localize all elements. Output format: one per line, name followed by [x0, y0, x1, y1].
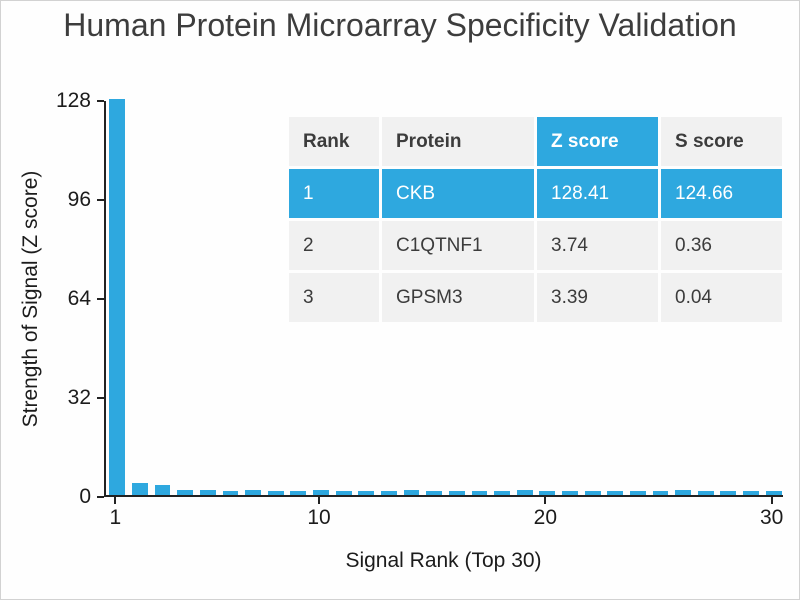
y-tick-label-0: 0 — [79, 485, 91, 508]
table-row-2-protein: C1QTNF1 — [382, 221, 534, 270]
bar-rank-3 — [154, 484, 171, 495]
bar-rank-15 — [426, 490, 443, 495]
bar-rank-16 — [448, 490, 465, 495]
y-tick-mark-96 — [97, 199, 104, 201]
table-header-rank: Rank — [289, 117, 379, 166]
chart-title: Human Protein Microarray Specificity Val… — [63, 7, 737, 43]
table-row-3-zscore: 3.39 — [537, 273, 658, 322]
inset-table: Rank Protein Z score S score 1 CKB 128.4… — [289, 117, 782, 322]
bar-rank-21 — [562, 490, 578, 495]
bar-rank-30 — [765, 491, 782, 495]
bar-rank-14 — [403, 490, 420, 495]
bar-rank-27 — [697, 491, 714, 495]
table-header-protein: Protein — [382, 117, 534, 166]
bar-rank-18 — [494, 490, 510, 495]
x-tick-label-20: 20 — [533, 506, 558, 529]
bar-rank-8 — [267, 490, 284, 495]
x-tick-label-10: 10 — [307, 506, 331, 529]
bar-rank-9 — [290, 490, 307, 495]
x-tick-mark-1 — [114, 497, 117, 504]
table-header-zscore: Z score — [537, 117, 658, 166]
bar-rank-6 — [222, 490, 239, 495]
bar-rank-17 — [471, 491, 488, 495]
table-row-1-zscore: 128.41 — [537, 169, 658, 218]
y-tick-mark-64 — [97, 298, 104, 300]
y-tick-label-96: 96 — [67, 188, 91, 211]
bar-rank-28 — [720, 490, 737, 495]
table-row-2-sscore: 0.36 — [661, 221, 782, 270]
table-row-3-sscore: 0.04 — [661, 273, 782, 322]
x-tick-mark-30 — [770, 497, 773, 504]
bar-rank-22 — [584, 490, 601, 495]
table-row-1-sscore: 124.66 — [661, 169, 782, 218]
plot-area: Rank Protein Z score S score 1 CKB 128.4… — [104, 99, 783, 497]
bar-rank-11 — [335, 490, 352, 495]
bar-rank-19 — [516, 490, 533, 495]
bar-rank-10 — [313, 490, 329, 495]
bar-rank-4 — [177, 490, 194, 495]
x-tick-mark-20 — [544, 497, 547, 504]
table-row-3-rank: 3 — [289, 273, 379, 322]
bar-rank-29 — [743, 490, 759, 495]
x-axis-label: Signal Rank (Top 30) — [345, 549, 542, 572]
table-row-3-protein: GPSM3 — [382, 273, 534, 322]
y-tick-mark-128 — [97, 100, 104, 102]
table-row-1-rank: 1 — [289, 169, 379, 218]
bar-rank-2 — [132, 483, 148, 495]
bar-rank-7 — [245, 490, 262, 495]
table-row-2-rank: 2 — [289, 221, 379, 270]
bar-rank-25 — [652, 490, 669, 495]
bar-rank-20 — [539, 491, 556, 495]
table-row-1-protein: CKB — [382, 169, 534, 218]
y-tick-label-32: 32 — [67, 386, 91, 409]
x-tick-label-1: 1 — [109, 506, 122, 529]
bar-rank-23 — [607, 491, 624, 495]
bar-rank-13 — [380, 491, 397, 495]
y-tick-mark-0 — [97, 496, 104, 498]
bar-rank-24 — [629, 490, 646, 495]
x-tick-mark-10 — [318, 497, 321, 504]
table-header-sscore: S score — [661, 117, 782, 166]
bar-rank-5 — [199, 490, 216, 495]
x-tick-label-30: 30 — [759, 506, 784, 529]
y-tick-label-128: 128 — [55, 89, 91, 112]
bar-rank-12 — [358, 490, 375, 495]
bar-rank-26 — [675, 490, 692, 495]
table-row-2-zscore: 3.74 — [537, 221, 658, 270]
y-tick-mark-32 — [97, 397, 104, 399]
bar-rank-1 — [109, 99, 126, 495]
y-tick-label-64: 64 — [67, 287, 91, 310]
